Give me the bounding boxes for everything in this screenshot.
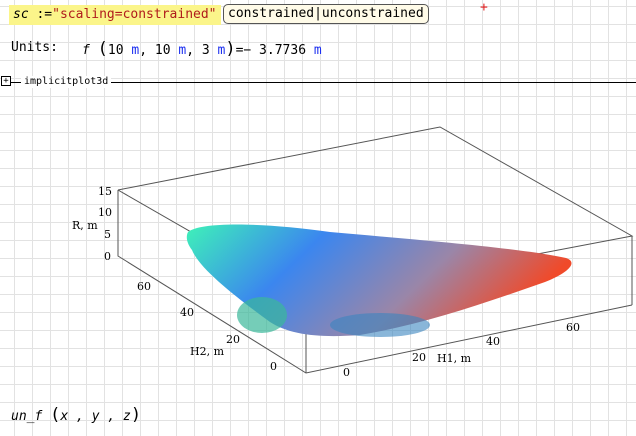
units-label: Units: [11, 40, 58, 55]
variable-name: sc [13, 7, 29, 22]
tick-label: 20 [412, 351, 426, 364]
surface-cap [237, 297, 287, 333]
axis-label-h2: H2, m [190, 345, 225, 358]
axis-label-h1: H1, m [437, 352, 472, 365]
scaling-toggle-button[interactable]: constrained|unconstrained [223, 4, 429, 24]
scaling-assignment[interactable]: sc :="scaling=constrained" [9, 5, 221, 25]
function-call[interactable]: un_f (x , y , z) [11, 405, 141, 425]
tick-label: 5 [104, 228, 111, 241]
unit: m [131, 43, 140, 58]
arg: 10 [107, 43, 124, 58]
tick-label: 40 [180, 306, 194, 319]
plus-box-icon[interactable]: + [1, 76, 11, 86]
unit: m [217, 43, 226, 58]
result-value: − 3.7736 [243, 43, 307, 58]
tick-label: 10 [98, 206, 112, 219]
tick-label: 15 [98, 185, 112, 198]
args: x , y , z [60, 409, 131, 424]
sep: , [186, 43, 195, 58]
tick-label: 0 [343, 366, 350, 379]
h2-axis-ticks: 60 40 20 0 H2, m [137, 280, 277, 373]
surface-cap [330, 313, 430, 337]
tick-label: 20 [226, 333, 240, 346]
plot-3d[interactable]: 15 10 5 0 R, m 60 40 20 0 H2, m 0 20 40 … [0, 90, 636, 390]
unit: m [178, 43, 187, 58]
r-axis-ticks: 15 10 5 0 R, m [72, 185, 112, 263]
tick-label: 0 [270, 360, 277, 373]
paren: ) [130, 405, 142, 425]
paren: ) [225, 39, 236, 59]
section-title: implicitplot3d [21, 76, 112, 88]
func-name: un_f [11, 409, 43, 424]
sep: , [139, 43, 148, 58]
axis-label-r: R, m [72, 219, 98, 232]
tick-label: 0 [104, 250, 111, 263]
func-name: f [82, 43, 90, 58]
paren: ( [50, 405, 61, 425]
tick-label: 60 [566, 321, 580, 334]
arg: 10 [154, 43, 171, 58]
tick-label: 40 [486, 335, 500, 348]
assign-operator: := [36, 7, 53, 22]
crosshair-icon: + [480, 0, 488, 15]
section-divider [11, 82, 636, 83]
equals: = [235, 43, 244, 58]
paren: ( [97, 39, 108, 59]
arg: 3 [201, 43, 210, 58]
tick-label: 60 [137, 280, 151, 293]
string-value: "scaling=constrained" [52, 7, 217, 22]
h1-axis-ticks: 0 20 40 60 H1, m [343, 321, 580, 379]
function-evaluation[interactable]: f (10 m, 10 m, 3 m)=− 3.7736 m [82, 39, 322, 59]
unit: m [313, 43, 322, 58]
collapsible-section: + implicitplot3d [1, 76, 636, 88]
